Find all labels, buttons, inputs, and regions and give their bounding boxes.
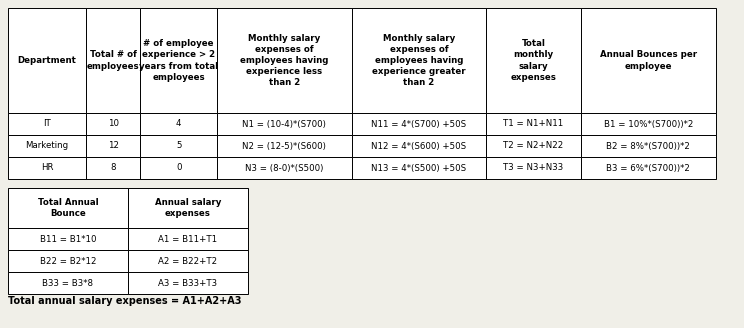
Text: Total annual salary expenses = A1+A2+A3: Total annual salary expenses = A1+A2+A3 xyxy=(8,296,242,306)
Bar xyxy=(8,135,86,157)
Bar xyxy=(217,113,352,135)
Bar xyxy=(8,188,128,228)
Bar xyxy=(487,157,581,179)
Bar xyxy=(141,8,217,113)
Text: A1 = B11+T1: A1 = B11+T1 xyxy=(158,235,217,243)
Text: Marketing: Marketing xyxy=(25,141,68,151)
Bar xyxy=(128,228,248,250)
Bar xyxy=(128,272,248,294)
Bar xyxy=(217,157,352,179)
Text: 5: 5 xyxy=(176,141,182,151)
Bar xyxy=(8,228,128,250)
Bar xyxy=(8,250,128,272)
Bar xyxy=(8,272,128,294)
Bar xyxy=(352,157,487,179)
Text: 0: 0 xyxy=(176,163,182,173)
Bar xyxy=(141,157,217,179)
Text: B2 = 8%*(S700))*2: B2 = 8%*(S700))*2 xyxy=(606,141,690,151)
Bar xyxy=(86,135,141,157)
Text: B11 = B1*10: B11 = B1*10 xyxy=(39,235,96,243)
Bar xyxy=(86,113,141,135)
Text: # of employee
experience > 2
years from total
employees: # of employee experience > 2 years from … xyxy=(139,39,218,82)
Text: Annual salary
expenses: Annual salary expenses xyxy=(155,198,221,218)
Text: N11 = 4*(S700) +50S: N11 = 4*(S700) +50S xyxy=(371,119,466,129)
Bar xyxy=(128,188,248,228)
Text: N2 = (12-5)*(S600): N2 = (12-5)*(S600) xyxy=(243,141,326,151)
Text: T2 = N2+N22: T2 = N2+N22 xyxy=(504,141,564,151)
Text: T1 = N1+N11: T1 = N1+N11 xyxy=(504,119,564,129)
Text: HR: HR xyxy=(41,163,54,173)
Text: B22 = B2*12: B22 = B2*12 xyxy=(39,256,96,265)
Text: B33 = B3*8: B33 = B3*8 xyxy=(42,278,94,288)
Bar xyxy=(86,157,141,179)
Text: N1 = (10-4)*(S700): N1 = (10-4)*(S700) xyxy=(243,119,326,129)
Text: Total Annual
Bounce: Total Annual Bounce xyxy=(38,198,98,218)
Text: 12: 12 xyxy=(108,141,119,151)
Bar xyxy=(487,135,581,157)
Text: Total # of
employees: Total # of employees xyxy=(87,51,140,71)
Bar xyxy=(581,135,716,157)
Bar xyxy=(8,157,86,179)
Text: B1 = 10%*(S700))*2: B1 = 10%*(S700))*2 xyxy=(603,119,693,129)
Bar xyxy=(581,8,716,113)
Text: T3 = N3+N33: T3 = N3+N33 xyxy=(504,163,564,173)
Bar xyxy=(581,157,716,179)
Text: 4: 4 xyxy=(176,119,182,129)
Text: N12 = 4*(S600) +50S: N12 = 4*(S600) +50S xyxy=(371,141,466,151)
Bar xyxy=(217,135,352,157)
Text: Total
monthly
salary
expenses: Total monthly salary expenses xyxy=(510,39,557,82)
Bar xyxy=(141,135,217,157)
Text: IT: IT xyxy=(43,119,51,129)
Bar xyxy=(128,250,248,272)
Text: A2 = B22+T2: A2 = B22+T2 xyxy=(158,256,217,265)
Text: Department: Department xyxy=(18,56,77,65)
Text: A3 = B33+T3: A3 = B33+T3 xyxy=(158,278,217,288)
Text: Monthly salary
expenses of
employees having
experience less
than 2: Monthly salary expenses of employees hav… xyxy=(240,34,328,87)
Text: 10: 10 xyxy=(108,119,119,129)
Bar xyxy=(8,113,86,135)
Text: B3 = 6%*(S700))*2: B3 = 6%*(S700))*2 xyxy=(606,163,690,173)
Bar xyxy=(352,135,487,157)
Text: Monthly salary
expenses of
employees having
experience greater
than 2: Monthly salary expenses of employees hav… xyxy=(372,34,466,87)
Bar xyxy=(487,113,581,135)
Bar xyxy=(487,8,581,113)
Bar xyxy=(352,8,487,113)
Text: N13 = 4*(S500) +50S: N13 = 4*(S500) +50S xyxy=(371,163,466,173)
Bar xyxy=(141,113,217,135)
Bar xyxy=(8,8,86,113)
Bar xyxy=(86,8,141,113)
Text: Annual Bounces per
employee: Annual Bounces per employee xyxy=(600,51,697,71)
Text: N3 = (8-0)*(S500): N3 = (8-0)*(S500) xyxy=(245,163,324,173)
Bar xyxy=(352,113,487,135)
Bar xyxy=(581,113,716,135)
Text: 8: 8 xyxy=(110,163,116,173)
Bar xyxy=(217,8,352,113)
